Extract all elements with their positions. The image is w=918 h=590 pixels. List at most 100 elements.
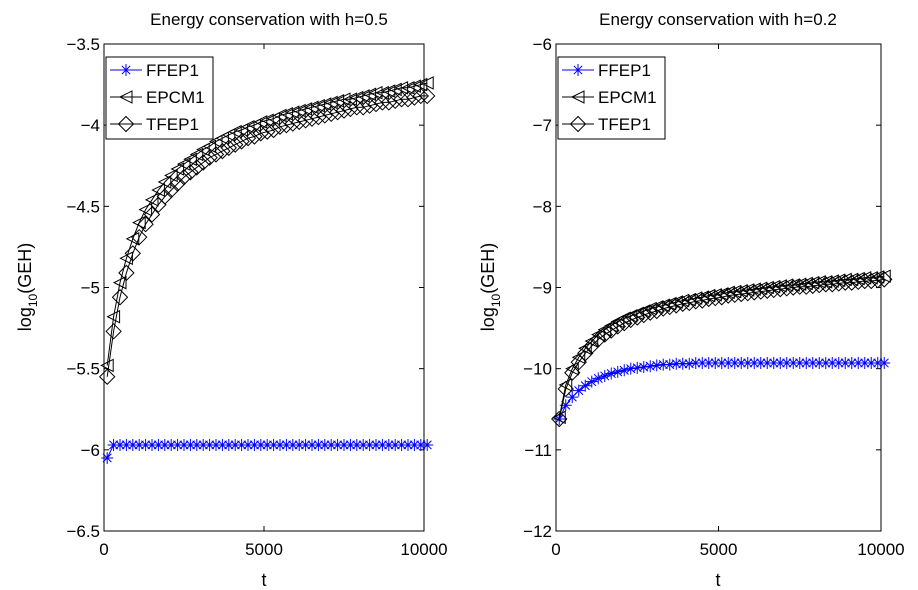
chart-left-series-tfep1-point: [246, 128, 263, 145]
chart-left-series-tfep1-point: [367, 95, 385, 113]
chart-left-series-tfep1-point: [310, 108, 327, 126]
chart-left-series-ffep1-point: [178, 438, 190, 451]
chart-left-series-epcm1-point: [400, 81, 415, 95]
chart-left-series-epcm1-point: [381, 84, 396, 98]
chart-left-series-epcm1-point: [285, 105, 300, 119]
chart-right-series-tfep1-point: [700, 290, 717, 308]
chart-left-series-epcm1-point: [292, 103, 306, 118]
chart-right-series-ffep1-point: [683, 357, 696, 370]
chart-right-series-tfep1-point: [791, 278, 808, 295]
chart-left-series-epcm1-point: [336, 92, 351, 107]
chart-left-series-ffep1-point: [350, 438, 363, 451]
chart-right-series-ffep1-point: [611, 365, 624, 378]
chart-left-series-tfep1-point: [399, 90, 417, 108]
chart-left-series-epcm1-point: [375, 85, 389, 100]
chart-left-series-tfep1-point: [98, 368, 116, 385]
chart-left-series-ffep1-point: [331, 438, 344, 451]
chart-left-series-ffep1-point: [210, 438, 222, 451]
chart-left-xtick-label: 10000: [400, 540, 447, 559]
chart-left-series-tfep1-point: [393, 90, 410, 108]
chart-left-series-tfep1-point: [278, 116, 295, 134]
chart-left-series-epcm1-point: [144, 193, 159, 207]
chart-right-series-ffep1-point: [559, 399, 572, 412]
chart-right-series-ffep1-point: [845, 356, 858, 369]
chart-right-legend-entry-ffep1-marker: [572, 64, 584, 76]
chart-right-series-tfep1: [551, 271, 893, 428]
chart-left-series-epcm1-point: [317, 97, 332, 111]
chart-left-series-ffep1-point: [414, 438, 427, 451]
chart-left-ytick-label: −3.5: [66, 35, 100, 54]
chart-right-series-tfep1-point: [720, 287, 737, 304]
chart-left-xtick-label: 5000: [245, 540, 283, 559]
chart-left-series-tfep1-point: [220, 139, 238, 157]
chart-right-series-ffep1-point: [819, 356, 832, 369]
chart-right-series-tfep1-point: [798, 278, 815, 295]
chart-right-series-tfep1-point: [765, 281, 782, 299]
chart-left-series-epcm1-point: [330, 94, 345, 108]
chart-left-series-epcm1-point: [202, 139, 217, 154]
chart-right-series-tfep1-point: [733, 285, 750, 303]
chart-left-series-ffep1-point: [114, 438, 126, 451]
chart-right-series-ffep1-point: [637, 361, 650, 374]
chart-right-series-ffep1-point: [657, 358, 670, 371]
chart-left-series-epcm1-point: [394, 81, 409, 95]
chart-left-series-ffep1-point: [274, 438, 286, 451]
chart-right-series-tfep1-point: [863, 272, 880, 290]
chart-right-series-ffep1-point: [585, 375, 598, 388]
chart-left-legend-entry-ffep1-label: FFEP1: [146, 61, 199, 80]
chart-right-series-ffep1-point: [839, 356, 852, 369]
chart-right-series-tfep1-point: [726, 286, 743, 304]
chart-right-series-tfep1-point: [739, 284, 756, 302]
chart-right-series-tfep1-point: [778, 280, 795, 297]
chart-right-series-tfep1-point: [843, 274, 860, 291]
chart-right-ytick-label: −10: [523, 360, 552, 379]
chart-left-ytick-label: −5: [81, 279, 100, 298]
chart-left-series-ffep1-point: [165, 438, 178, 451]
chart-left-series-ffep1-point: [357, 438, 370, 451]
chart-right-xlabel: t: [715, 570, 720, 590]
chart-right-series-tfep1-point: [817, 276, 834, 293]
chart-left-series-ffep1-point: [376, 438, 389, 451]
chart-right-series-ffep1-point: [676, 357, 689, 370]
chart-left-series-tfep1-point: [316, 107, 334, 124]
chart-left-series-tfep1-point: [111, 289, 129, 306]
chart-left-series-ffep1: [101, 438, 434, 464]
chart-right-ylabel: log10(GEH): [478, 243, 503, 331]
chart-left-series-tfep1-point: [412, 87, 430, 105]
chart-right-legend-entry-tfep1: TFEP1: [562, 115, 651, 134]
chart-left-series-tfep1-point: [194, 154, 212, 171]
chart-left-series-epcm1-point: [176, 157, 191, 171]
chart-left-series-ffep1-point: [306, 438, 318, 451]
chart-right-series-tfep1-point: [564, 364, 581, 381]
chart-right-series-ffep1-point: [813, 356, 826, 369]
chart-left-series-epcm1-point: [164, 168, 178, 183]
chart-left-legend-entry-epcm1-marker: [118, 90, 133, 104]
chart-left-series-tfep1-point: [130, 228, 148, 246]
chart-right-series-tfep1-point: [661, 298, 678, 316]
chart-left-series-epcm1-point: [304, 100, 319, 115]
chart-left-series-epcm1-point: [324, 95, 338, 110]
chart-right-series-ffep1-point: [650, 359, 663, 372]
chart-left-series-ffep1-point: [421, 438, 434, 451]
chart-left-series-ffep1-point: [158, 438, 171, 451]
chart-right-series-ffep1-point: [605, 367, 618, 380]
chart-right-series-ffep1-point: [735, 356, 748, 369]
chart-right-series-tfep1-point: [869, 271, 886, 289]
chart-right-series-ffep1-point: [670, 357, 683, 370]
chart-left-series-tfep1-point: [105, 323, 122, 340]
chart-right-legend-entry-ffep1: FFEP1: [562, 61, 651, 80]
chart-left-series-ffep1-point: [408, 438, 421, 451]
chart-left-series-tfep1-point: [386, 92, 404, 110]
chart-left-series-ffep1-point: [235, 438, 248, 451]
chart-right-xtick-label: 0: [551, 540, 560, 559]
chart-right-series-ffep1-point: [806, 356, 819, 369]
chart-right-series-ffep1-point: [689, 356, 702, 369]
chart-left-series-tfep1-point: [233, 133, 250, 150]
chart-left-series-epcm1-point: [362, 87, 377, 102]
chart-left: Energy conservation with h=0.5 0 5000 1000…: [15, 10, 448, 590]
chart-left-series-epcm1-point: [413, 77, 428, 92]
chart-left-series-tfep1-point: [374, 94, 391, 111]
chart-left-series-epcm1-point: [407, 79, 421, 94]
chart-left-series-tfep1-point: [175, 168, 193, 186]
chart-right-ylabel-base: log: [478, 307, 498, 331]
